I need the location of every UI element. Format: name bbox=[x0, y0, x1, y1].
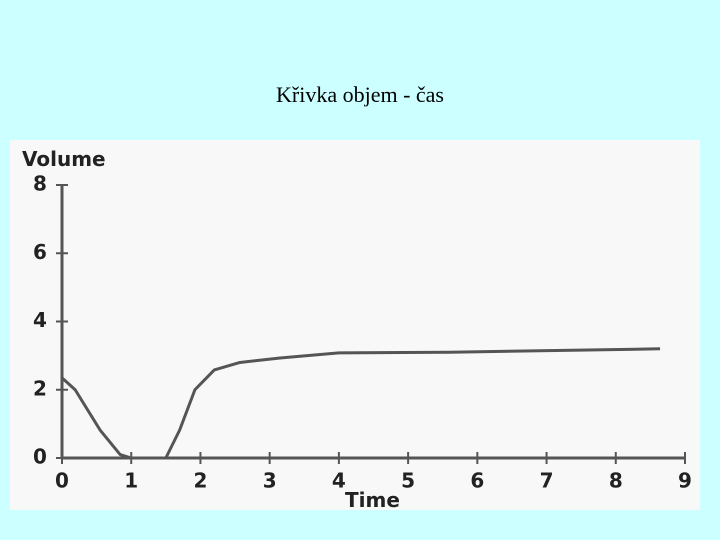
y-tick-label: 0 bbox=[33, 445, 47, 469]
x-tick-label: 0 bbox=[55, 469, 69, 493]
y-tick-label: 2 bbox=[33, 376, 47, 400]
chart-panel bbox=[10, 140, 700, 510]
x-tick-label: 2 bbox=[193, 469, 207, 493]
data-line bbox=[60, 347, 661, 460]
x-tick-label: 5 bbox=[401, 469, 415, 493]
chart-title: Křivka objem - čas bbox=[276, 82, 444, 107]
y-tick-label: 4 bbox=[33, 308, 47, 332]
x-tick-label: 8 bbox=[609, 469, 623, 493]
x-tick-label: 9 bbox=[678, 469, 692, 493]
y-tick-label: 8 bbox=[33, 172, 47, 196]
x-tick-label: 1 bbox=[124, 469, 138, 493]
y-axis-label: Volume bbox=[22, 147, 106, 171]
x-axis-label: Time bbox=[345, 488, 400, 512]
x-tick-label: 7 bbox=[540, 469, 554, 493]
x-tick-label: 3 bbox=[263, 469, 277, 493]
x-tick-label: 4 bbox=[332, 469, 346, 493]
y-tick-label: 6 bbox=[33, 240, 47, 264]
x-tick-label: 6 bbox=[470, 469, 484, 493]
